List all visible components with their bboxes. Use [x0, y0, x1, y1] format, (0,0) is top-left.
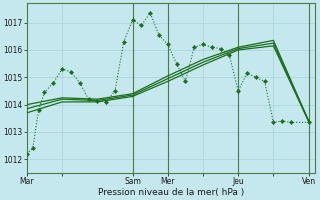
X-axis label: Pression niveau de la mer( hPa ): Pression niveau de la mer( hPa ) [98, 188, 244, 197]
